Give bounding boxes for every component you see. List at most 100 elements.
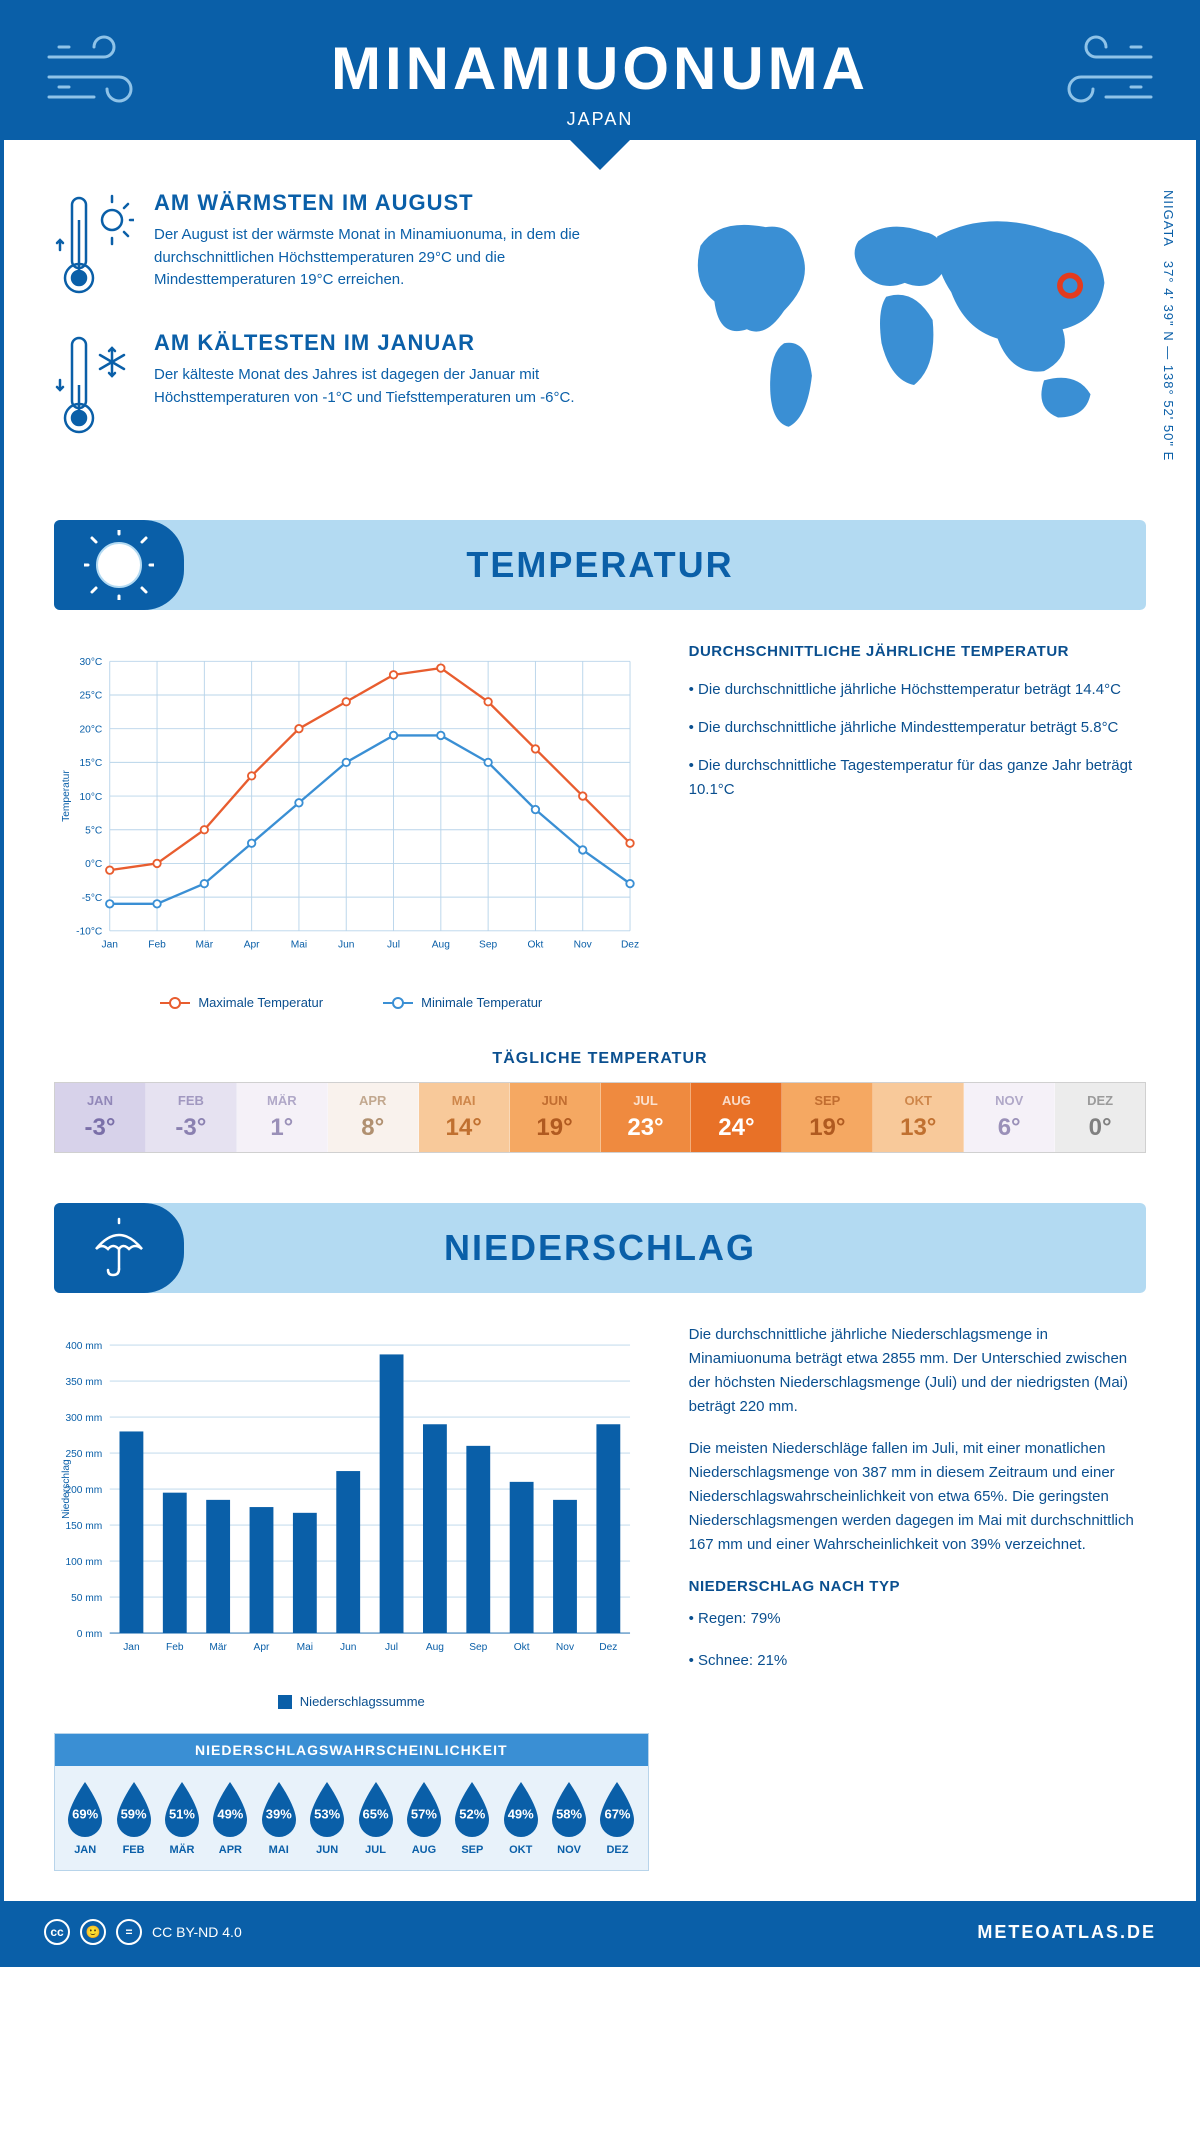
svg-text:150 mm: 150 mm	[65, 1521, 102, 1532]
svg-text:Sep: Sep	[469, 1642, 487, 1653]
svg-text:25°C: 25°C	[79, 691, 102, 702]
svg-text:Feb: Feb	[148, 940, 166, 951]
footer-bar: cc 🙂 = CC BY-ND 4.0 METEOATLAS.DE	[4, 1901, 1196, 1963]
fact-coldest: AM KÄLTESTEN IM JANUAR Der kälteste Mona…	[54, 330, 605, 440]
thermometer-sun-icon	[54, 190, 134, 300]
prob-cell: 58% NOV	[545, 1780, 593, 1856]
svg-text:Aug: Aug	[432, 940, 450, 951]
daily-temp-table: JAN-3°FEB-3°MÄR1°APR8°MAI14°JUN19°JUL23°…	[54, 1082, 1146, 1153]
svg-text:Apr: Apr	[244, 940, 260, 951]
prob-cell: 39% MAI	[255, 1780, 303, 1856]
prob-cell: 67% DEZ	[593, 1780, 641, 1856]
daily-cell: JAN-3°	[55, 1083, 146, 1152]
svg-text:0 mm: 0 mm	[77, 1629, 103, 1640]
bar-legend-label: Niederschlagssumme	[300, 1694, 425, 1709]
svg-text:20°C: 20°C	[79, 724, 102, 735]
svg-text:Feb: Feb	[166, 1642, 184, 1653]
license-text: CC BY-ND 4.0	[152, 1924, 242, 1940]
precipitation-bar-chart: 0 mm50 mm100 mm150 mm200 mm250 mm300 mm3…	[54, 1323, 649, 1683]
section-header-precipitation: NIEDERSCHLAG	[54, 1203, 1146, 1293]
svg-text:Aug: Aug	[426, 1642, 444, 1653]
prob-cell: 59% FEB	[109, 1780, 157, 1856]
daily-cell: OKT13°	[873, 1083, 964, 1152]
precip-type-line: • Regen: 79%	[689, 1607, 1146, 1631]
svg-text:Nov: Nov	[556, 1642, 575, 1653]
daily-cell: NOV6°	[964, 1083, 1055, 1152]
prob-cell: 69% JAN	[61, 1780, 109, 1856]
svg-text:-5°C: -5°C	[82, 893, 103, 904]
prob-cell: 57% AUG	[400, 1780, 448, 1856]
svg-text:250 mm: 250 mm	[65, 1449, 102, 1460]
section-title: TEMPERATUR	[466, 544, 733, 586]
prob-cell: 52% SEP	[448, 1780, 496, 1856]
prob-cell: 49% APR	[206, 1780, 254, 1856]
svg-text:0°C: 0°C	[85, 859, 102, 870]
precip-type-line: • Schnee: 21%	[689, 1649, 1146, 1673]
nd-icon: =	[116, 1919, 142, 1945]
fact-warmest: AM WÄRMSTEN IM AUGUST Der August ist der…	[54, 190, 605, 300]
svg-text:Niederschlag: Niederschlag	[61, 1459, 72, 1519]
prob-title: NIEDERSCHLAGSWAHRSCHEINLICHKEIT	[55, 1734, 648, 1766]
daily-cell: MAI14°	[419, 1083, 510, 1152]
fact-warm-title: AM WÄRMSTEN IM AUGUST	[154, 190, 605, 216]
svg-text:350 mm: 350 mm	[65, 1377, 102, 1388]
world-map-icon	[645, 190, 1146, 450]
precip-paragraph: Die meisten Niederschläge fallen im Juli…	[689, 1437, 1146, 1557]
temp-text-line: • Die durchschnittliche jährliche Mindes…	[689, 716, 1146, 740]
fact-cold-text: Der kälteste Monat des Jahres ist dagege…	[154, 364, 605, 409]
svg-text:Mär: Mär	[196, 940, 214, 951]
legend-max: Maximale Temperatur	[198, 995, 323, 1010]
svg-text:Jan: Jan	[102, 940, 119, 951]
svg-text:Mai: Mai	[291, 940, 307, 951]
city-title: MINAMIUONUMA	[44, 34, 1156, 103]
section-title: NIEDERSCHLAG	[444, 1227, 756, 1269]
temp-text-line: • Die durchschnittliche jährliche Höchst…	[689, 678, 1146, 702]
daily-cell: JUN19°	[510, 1083, 601, 1152]
wind-icon	[44, 27, 154, 117]
header-banner: MINAMIUONUMA JAPAN	[4, 4, 1196, 140]
svg-text:15°C: 15°C	[79, 758, 102, 769]
svg-text:Jun: Jun	[338, 940, 355, 951]
svg-text:Nov: Nov	[574, 940, 593, 951]
svg-text:Temperatur: Temperatur	[61, 770, 72, 822]
prob-cell: 49% OKT	[497, 1780, 545, 1856]
svg-text:30°C: 30°C	[79, 657, 102, 668]
sun-icon	[84, 530, 154, 600]
svg-text:400 mm: 400 mm	[65, 1341, 102, 1352]
svg-text:-10°C: -10°C	[76, 926, 102, 937]
daily-cell: FEB-3°	[146, 1083, 237, 1152]
precip-type-heading: NIEDERSCHLAG NACH TYP	[689, 1575, 1146, 1599]
coordinates-text: NIIGATA 37° 4' 39" N — 138° 52' 50" E	[1161, 190, 1176, 461]
temp-text-line: • Die durchschnittliche Tagestemperatur …	[689, 754, 1146, 802]
svg-text:Dez: Dez	[621, 940, 639, 951]
svg-text:Mär: Mär	[209, 1642, 227, 1653]
svg-text:5°C: 5°C	[85, 825, 102, 836]
daily-temp-title: TÄGLICHE TEMPERATUR	[54, 1050, 1146, 1068]
daily-cell: APR8°	[328, 1083, 419, 1152]
svg-text:Jul: Jul	[387, 940, 400, 951]
svg-text:Apr: Apr	[254, 1642, 270, 1653]
daily-cell: SEP19°	[782, 1083, 873, 1152]
fact-cold-title: AM KÄLTESTEN IM JANUAR	[154, 330, 605, 356]
precipitation-probability-panel: NIEDERSCHLAGSWAHRSCHEINLICHKEIT 69% JAN …	[54, 1733, 649, 1871]
svg-text:10°C: 10°C	[79, 792, 102, 803]
section-header-temperature: TEMPERATUR	[54, 520, 1146, 610]
svg-text:Okt: Okt	[514, 1642, 530, 1653]
prob-cell: 65% JUL	[351, 1780, 399, 1856]
by-icon: 🙂	[80, 1919, 106, 1945]
umbrella-icon	[86, 1215, 152, 1281]
prob-cell: 51% MÄR	[158, 1780, 206, 1856]
svg-text:Mai: Mai	[297, 1642, 313, 1653]
svg-text:Jan: Jan	[123, 1642, 140, 1653]
svg-text:Okt: Okt	[527, 940, 543, 951]
daily-cell: JUL23°	[601, 1083, 692, 1152]
temp-text-heading: DURCHSCHNITTLICHE JÄHRLICHE TEMPERATUR	[689, 640, 1146, 664]
svg-text:300 mm: 300 mm	[65, 1413, 102, 1424]
legend-min: Minimale Temperatur	[421, 995, 542, 1010]
svg-text:Sep: Sep	[479, 940, 497, 951]
brand-text: METEOATLAS.DE	[977, 1922, 1156, 1943]
fact-warm-text: Der August ist der wärmste Monat in Mina…	[154, 224, 605, 292]
svg-text:Jul: Jul	[385, 1642, 398, 1653]
wind-icon	[1046, 27, 1156, 117]
precip-paragraph: Die durchschnittliche jährliche Niedersc…	[689, 1323, 1146, 1419]
